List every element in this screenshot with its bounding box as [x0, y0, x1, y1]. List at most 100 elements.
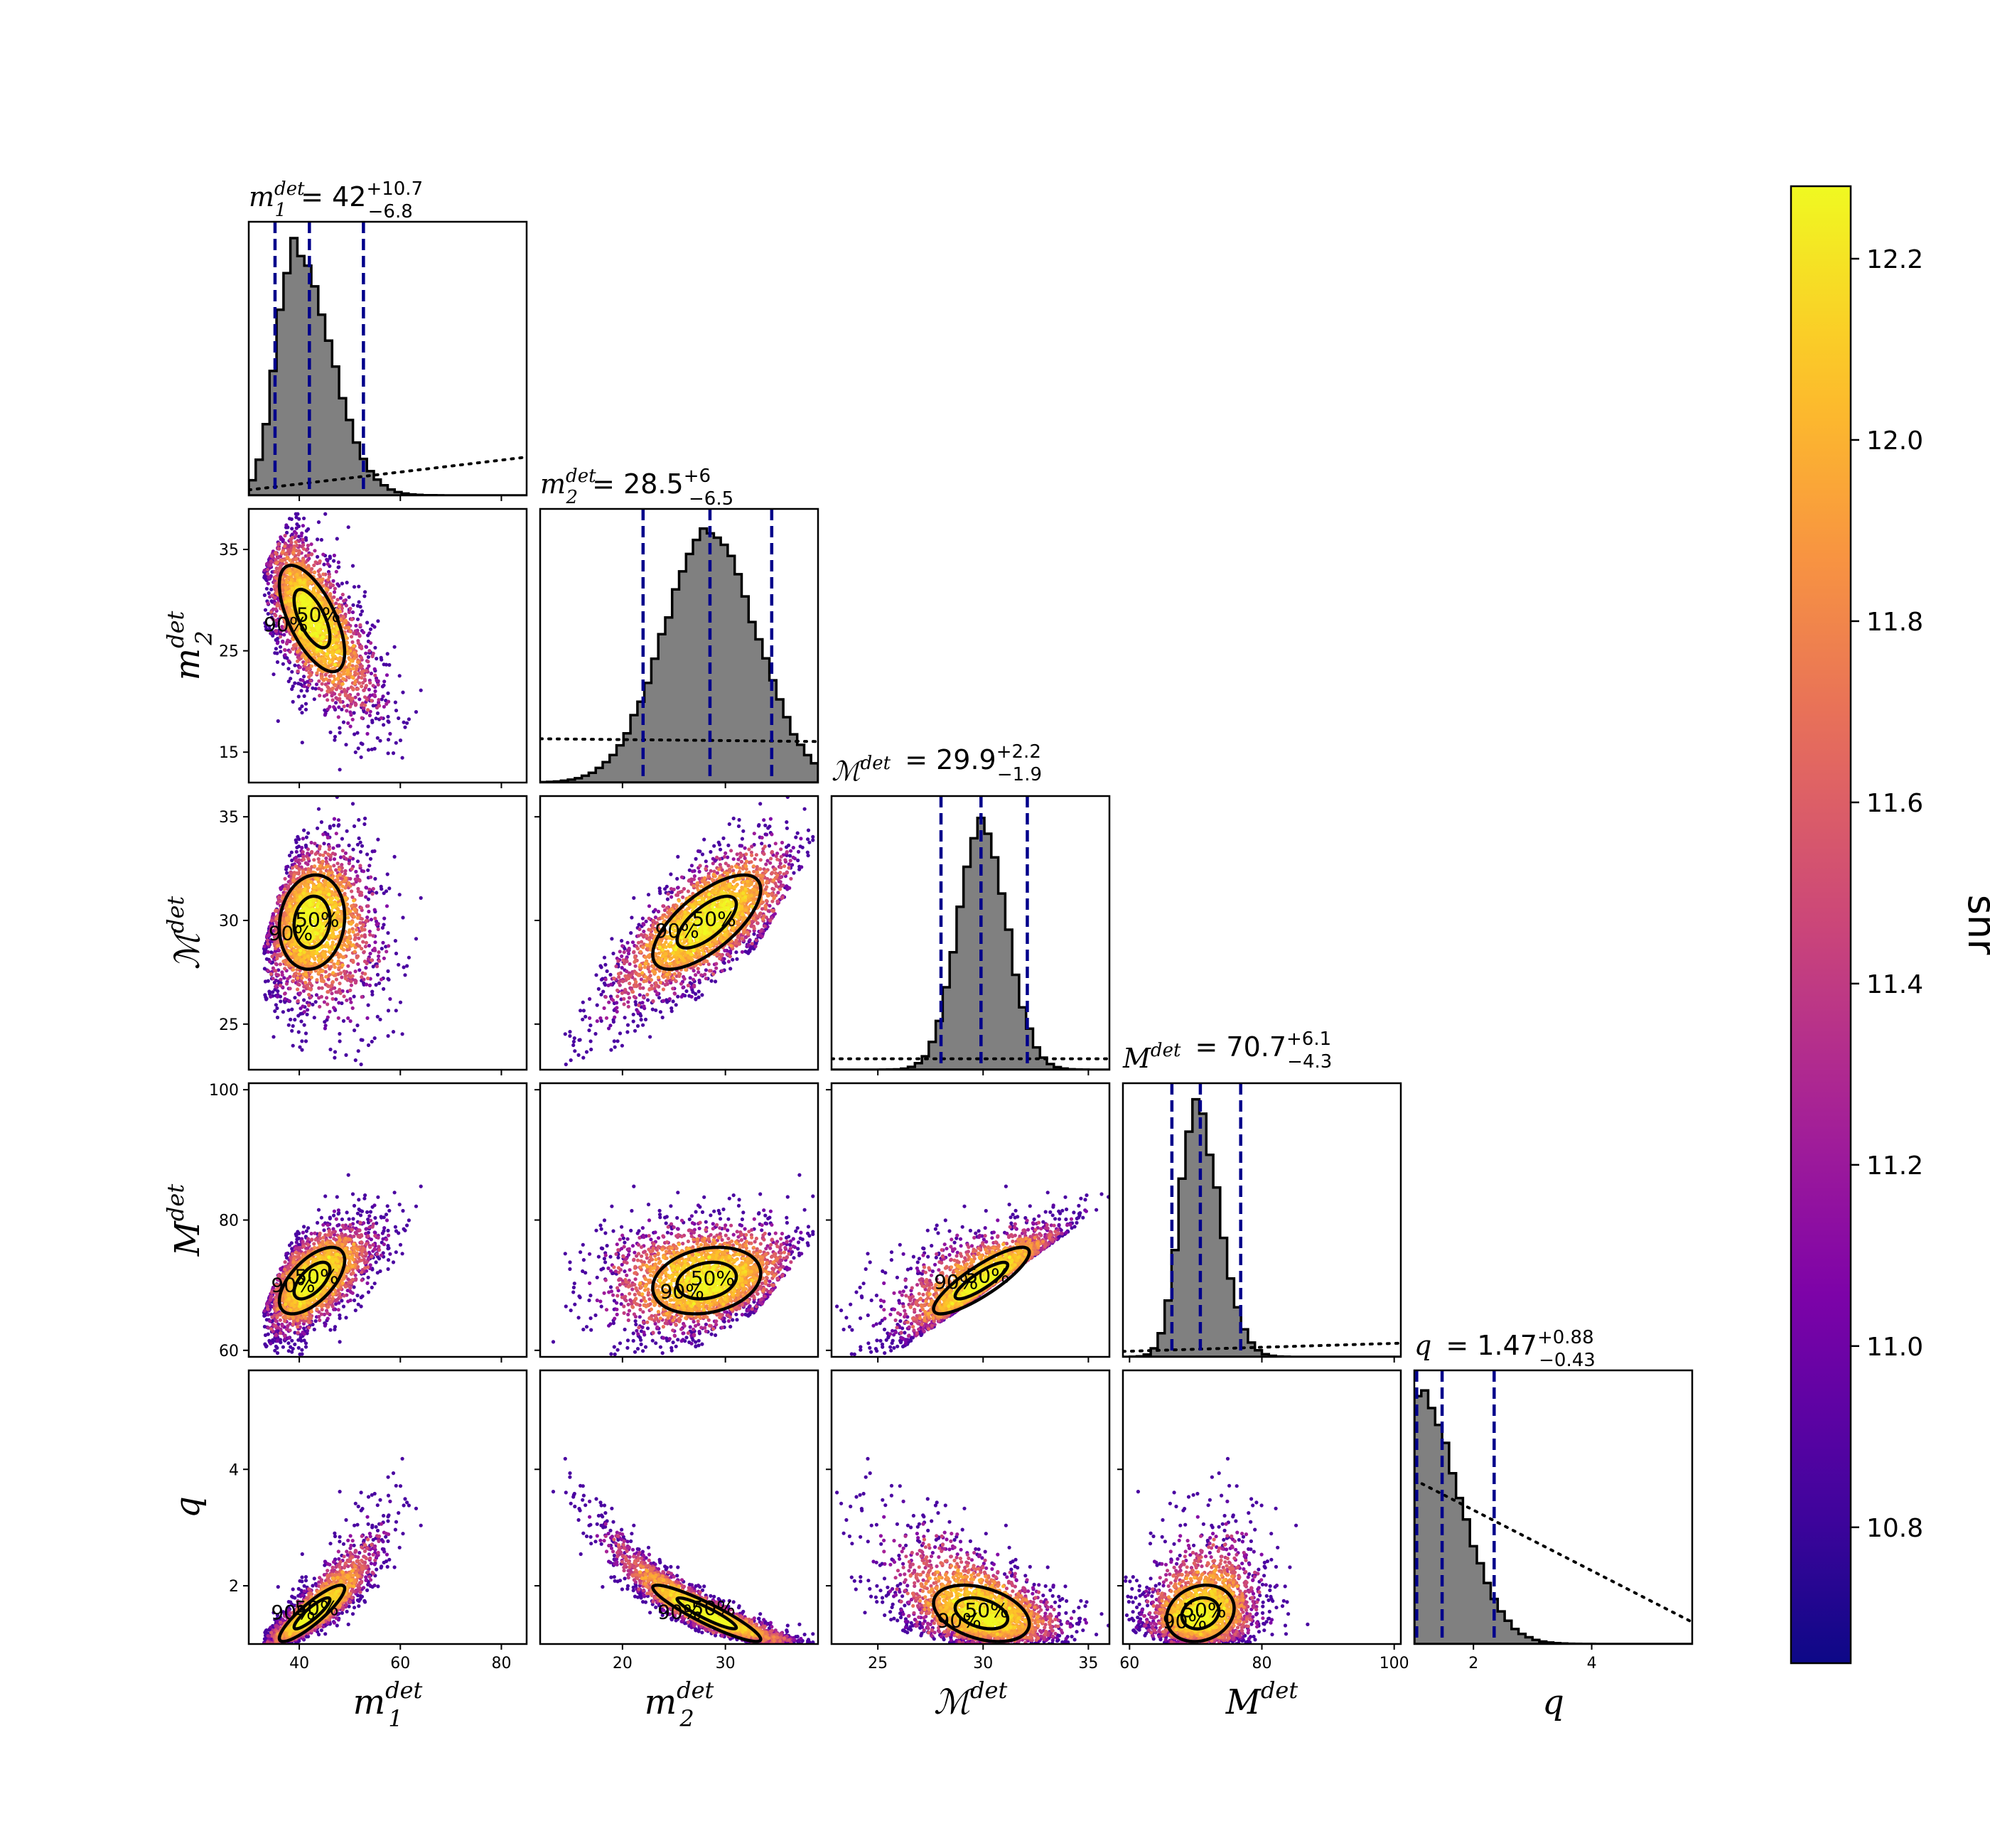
colorbar: 10.8 11.0 11.2 11.4 11.6 11.8 12.0 12.2 snr: [1790, 185, 1990, 1665]
y-tick-label: 35: [219, 809, 239, 827]
panel-frame: [539, 507, 819, 784]
contour-label: 90%: [271, 1601, 315, 1624]
diagonal-titles: mdet 1 = 42+10.7 −6.8 mdet 2 = 28.5+6 −6.5 ℳde…: [249, 178, 1596, 1371]
panel-frame: [247, 1369, 528, 1645]
y-axis-labels: mdet2 ℳdet Mdet q: [162, 611, 217, 1517]
x-tick-label: 80: [1252, 1655, 1272, 1672]
contour-50-mc-vs-m2: [675, 894, 738, 950]
contour-90-mc-vs-m1: [277, 873, 347, 971]
x-tick-label: 40: [289, 1655, 309, 1672]
contour-90-q-vs-mt: [1165, 1583, 1236, 1643]
contour-50-q-vs-m1: [292, 1596, 332, 1631]
y-tick-label: 25: [219, 1016, 239, 1034]
panel-frame: [539, 795, 819, 1071]
panel-q-vs-mc: 50%90% 25 30 35: [826, 1369, 1111, 1672]
prior-line-m1: [249, 456, 527, 492]
title-m1: mdet 1 = 42+10.7 −6.8: [249, 178, 423, 222]
x-tick-label: 20: [613, 1655, 633, 1672]
axis-label-mc: ℳdet: [934, 1677, 1008, 1722]
contour-50-q-vs-mt: [1180, 1596, 1221, 1631]
panel-frame: [247, 507, 528, 784]
title-m2: mdet 2 = 28.5+6 −6.5: [540, 466, 733, 510]
colorbar-tick-label: 11.2: [1866, 1151, 1923, 1181]
x-tick-label: 60: [1119, 1655, 1139, 1672]
colorbar-tick-label: 11.0: [1866, 1333, 1923, 1362]
y-tick-label: 15: [219, 744, 239, 762]
y-tick-label: 2: [229, 1578, 239, 1596]
contour-50-mc-vs-m1: [292, 894, 332, 950]
contour-90-mt-vs-mc: [932, 1245, 1031, 1316]
title-mt: Mdet = 70.7+6.1 −4.3: [1122, 1028, 1332, 1074]
axis-label-mc: ℳdet: [162, 896, 208, 970]
contour-label: 90%: [271, 1274, 315, 1297]
contour-50-q-vs-m2: [675, 1596, 738, 1631]
colorbar-tick-label: 10.8: [1866, 1514, 1923, 1543]
x-tick-label: 2: [1468, 1655, 1478, 1672]
panel-frame: [1413, 1369, 1694, 1645]
contour-90-m2-vs-m1: [277, 564, 347, 674]
x-tick-label: 100: [1379, 1655, 1409, 1672]
panel-mc-vs-m1: 50%90% 25 30 35: [219, 795, 528, 1075]
x-tick-label: 35: [1078, 1655, 1098, 1672]
colorbar-label: snr: [1959, 895, 1990, 955]
histogram-q: [1414, 1389, 1692, 1644]
axis-label-m1: mdet 1: [353, 1677, 423, 1732]
panel-mt-vs-mt: [1122, 1082, 1402, 1363]
panel-frame: [247, 220, 528, 497]
contour-50-mt-vs-m2: [675, 1260, 738, 1301]
contour-90-q-vs-mc: [932, 1583, 1031, 1643]
y-tick-label: 30: [219, 913, 239, 930]
contour-label: 50%: [692, 908, 736, 931]
axis-label-q: q: [1542, 1682, 1564, 1722]
contour-label: 50%: [1182, 1599, 1226, 1622]
contour-label: 50%: [294, 1265, 338, 1289]
contour-label: 50%: [295, 908, 339, 932]
x-tick-label: 60: [390, 1655, 410, 1672]
panel-frame: [539, 1369, 819, 1645]
contour-50-m2-vs-m1: [292, 587, 332, 650]
panel-frame: [247, 795, 528, 1071]
prior-line-q: [1414, 1478, 1692, 1624]
histogram-m2: [540, 527, 818, 783]
contour-label: 90%: [937, 1609, 981, 1633]
x-tick-label: 4: [1587, 1655, 1597, 1672]
panels: 50%90%15253550%90%25303550%90%50%90%6080…: [209, 220, 1694, 1672]
panel-mc-vs-m2: 50%90%: [534, 795, 819, 1075]
contour-label: 90%: [655, 919, 699, 942]
panel-frame: [1122, 1082, 1402, 1358]
panel-m1-vs-m1: [247, 220, 528, 501]
panel-frame: [830, 1082, 1111, 1358]
histogram-mc: [832, 817, 1109, 1070]
colorbar-tick-label: 12.2: [1866, 245, 1923, 274]
panel-frame: [1122, 1369, 1402, 1645]
y-tick-label: 25: [219, 643, 239, 661]
y-tick-label: 80: [219, 1213, 239, 1230]
contour-90-mt-vs-m2: [651, 1245, 763, 1316]
axis-label-mt: Mdet: [1225, 1677, 1298, 1722]
contour-label: 90%: [1163, 1610, 1207, 1633]
panel-frame: [830, 1369, 1111, 1645]
contour-label: 90%: [660, 1279, 704, 1303]
panel-frame: [830, 795, 1111, 1071]
contour-90-mt-vs-m1: [277, 1245, 347, 1316]
x-axis-labels: mdet 1 mdet 2 ℳdet Mdet q: [353, 1677, 1564, 1732]
contour-90-q-vs-m1: [277, 1583, 347, 1643]
contour-50-q-vs-mc: [953, 1596, 1010, 1631]
contour-label: 50%: [692, 1596, 736, 1620]
y-tick-label: 35: [219, 542, 239, 559]
panel-m2-vs-m2: [539, 507, 819, 788]
panel-mt-vs-m1: 50%90% 60 80 100: [209, 1082, 528, 1363]
contour-label: 50%: [691, 1267, 735, 1290]
panel-frame: [247, 1082, 528, 1358]
panel-frame: [539, 1082, 819, 1358]
contour-label: 90%: [264, 613, 308, 636]
contour-90-mc-vs-m2: [651, 873, 763, 971]
contour-label: 90%: [657, 1601, 701, 1624]
colorbar-tick-label: 11.8: [1866, 608, 1923, 637]
contour-label: 50%: [964, 1599, 1009, 1622]
histogram-mt: [1123, 1097, 1401, 1357]
x-tick-label: 25: [868, 1655, 888, 1672]
